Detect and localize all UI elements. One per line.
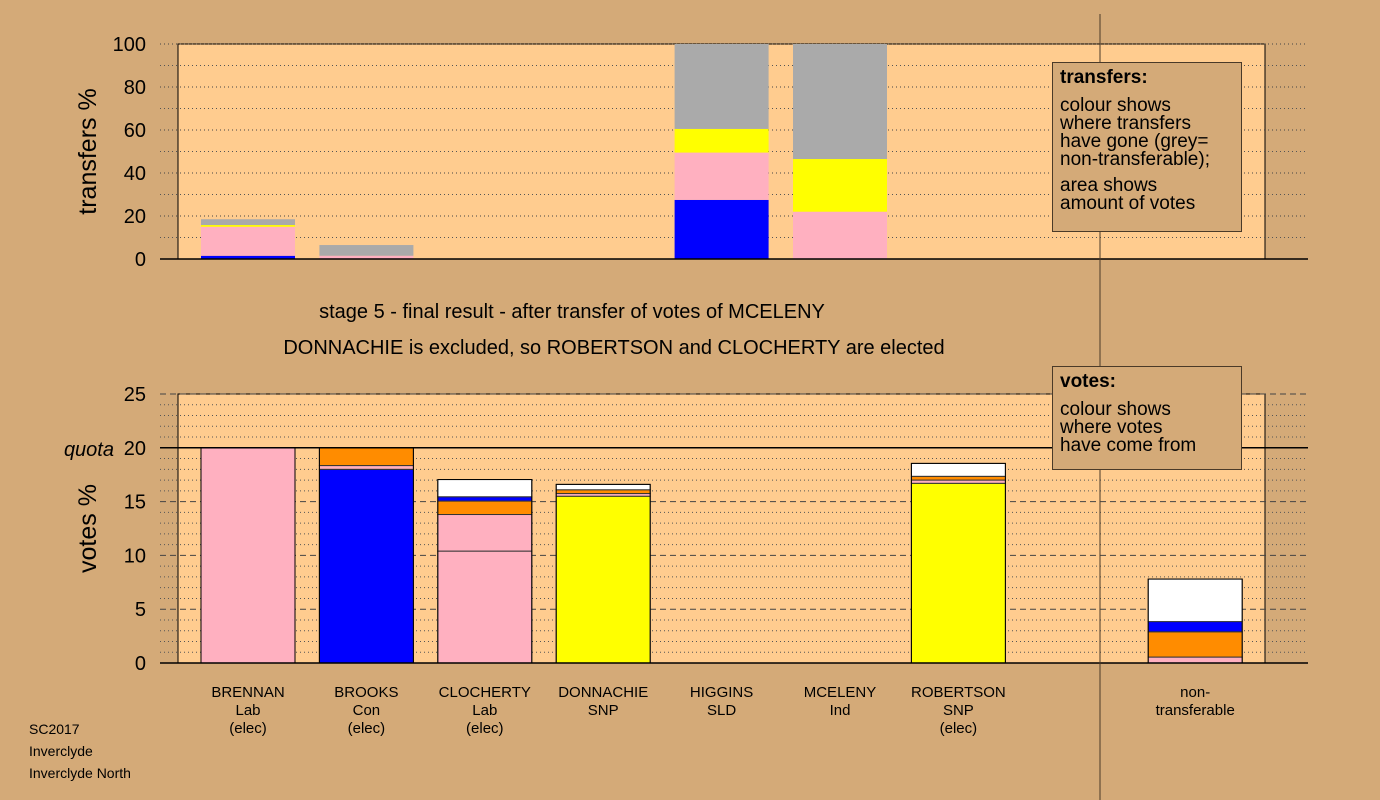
transfers-bar-segment: [674, 128, 769, 153]
transfers-legend-title: transfers:: [1060, 67, 1148, 88]
transfers-ytick-label: 40: [124, 163, 146, 185]
candidate-label: BROOKS: [334, 684, 398, 701]
transfers-ytick-label: 20: [124, 206, 146, 228]
transfers-bar-segment: [793, 44, 887, 160]
votes-bar-segment: [437, 550, 533, 664]
transfers-bar-segment: [201, 225, 295, 227]
votes-bar-segment: [555, 495, 651, 664]
votes-bar-segment: [910, 462, 1006, 477]
headline-result: DONNACHIE is excluded, so ROBERTSON and …: [283, 337, 944, 359]
transfers-ylabel: transfers %: [74, 88, 102, 214]
candidate-label: HIGGINS: [690, 684, 753, 701]
votes-bar-segment: [200, 447, 296, 664]
votes-ytick-label: 0: [135, 653, 146, 675]
quota-label: quota: [64, 439, 114, 461]
transfers-bar-segment: [201, 255, 295, 259]
candidate-label: transferable: [1156, 702, 1235, 719]
votes-bar-segment: [1147, 656, 1243, 664]
footer-election: SC2017: [29, 721, 80, 737]
votes-ytick-label: 20: [124, 438, 146, 460]
transfers-bar-segment: [201, 226, 295, 256]
candidate-label: Lab: [472, 702, 497, 719]
votes-legend-text: colour shows where votes have come from: [1060, 399, 1197, 456]
candidate-label: (elec): [348, 720, 386, 737]
transfers-legend: transfers: colour shows where transfers …: [1052, 62, 1242, 232]
votes-legend: votes: colour shows where votes have com…: [1052, 366, 1242, 470]
votes-legend-title: votes:: [1060, 371, 1116, 392]
candidate-label: MCELENY: [804, 684, 877, 701]
candidate-label: Ind: [830, 702, 851, 719]
candidate-label: BRENNAN: [211, 684, 284, 701]
transfers-bar-segment: [793, 211, 887, 259]
candidate-label: (elec): [466, 720, 504, 737]
votes-bar-segment: [1147, 631, 1243, 658]
transfers-legend-text-2: area shows amount of votes: [1060, 175, 1196, 214]
transfers-bar-segment: [201, 219, 295, 226]
votes-ytick-label: 15: [124, 492, 146, 514]
votes-bar-segment: [437, 514, 533, 552]
candidate-label: (elec): [940, 720, 978, 737]
transfers-legend-text-1: colour shows where transfers have gone (…: [1060, 95, 1210, 170]
votes-bar-segment: [910, 475, 1006, 481]
votes-ytick-label: 25: [124, 384, 146, 406]
votes-bar-segment: [437, 500, 533, 516]
footer: SC2017 Inverclyde Inverclyde North: [29, 718, 131, 784]
footer-ward: Inverclyde North: [29, 765, 131, 781]
votes-ytick-label: 5: [135, 599, 146, 621]
candidate-label: non-: [1180, 684, 1210, 701]
transfers-ytick-label: 100: [113, 34, 146, 56]
votes-bar-segment: [318, 468, 414, 664]
candidate-label: Lab: [235, 702, 260, 719]
candidate-label: Con: [353, 702, 381, 719]
votes-bar-segment: [437, 496, 533, 502]
candidate-label: SNP: [943, 702, 974, 719]
candidate-label: ROBERTSON: [911, 684, 1006, 701]
votes-ytick-label: 10: [124, 545, 146, 567]
transfers-ytick-label: 80: [124, 77, 146, 99]
votes-bar-segment: [318, 447, 414, 467]
votes-bar-segment: [318, 465, 414, 470]
votes-bar-segment: [1147, 578, 1243, 623]
transfers-bar-segment: [674, 199, 769, 259]
votes-bar-segment: [437, 479, 533, 498]
candidate-label: SNP: [588, 702, 619, 719]
votes-bar-segment: [555, 489, 651, 495]
transfers-bar-segment: [674, 44, 769, 129]
transfers-bar-segment: [793, 159, 887, 212]
footer-council: Inverclyde: [29, 743, 93, 759]
transfers-bar-segment: [319, 255, 414, 259]
candidate-label: SLD: [707, 702, 736, 719]
transfers-ytick-label: 60: [124, 120, 146, 142]
candidate-label: DONNACHIE: [558, 684, 648, 701]
votes-bar-segment: [1147, 621, 1243, 633]
headline-stage: stage 5 - final result - after transfer …: [319, 301, 825, 323]
votes-ylabel: votes %: [74, 484, 102, 573]
votes-bar-segment: [910, 482, 1006, 664]
transfers-bar-segment: [674, 152, 769, 200]
candidate-label: (elec): [229, 720, 267, 737]
candidate-label: CLOCHERTY: [439, 684, 531, 701]
transfers-bar-segment: [319, 245, 414, 256]
votes-bar-segment: [555, 483, 651, 491]
transfers-ytick-label: 0: [135, 249, 146, 271]
